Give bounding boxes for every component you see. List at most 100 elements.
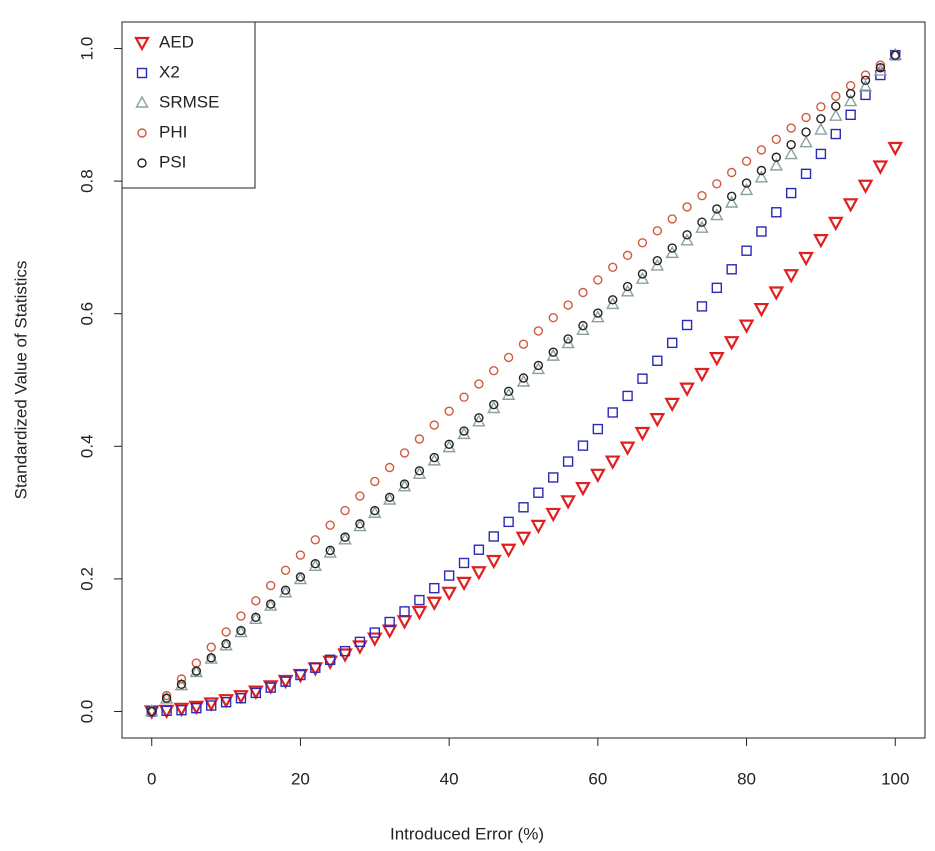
data-point xyxy=(813,234,829,249)
data-point xyxy=(843,94,858,107)
data-point xyxy=(161,690,172,701)
data-point xyxy=(458,557,470,569)
data-point xyxy=(218,694,234,709)
data-point xyxy=(831,91,841,101)
data-point xyxy=(608,262,618,272)
data-point xyxy=(593,308,603,318)
data-point xyxy=(399,479,410,489)
data-point xyxy=(369,627,380,638)
legend-marker xyxy=(135,95,149,108)
data-point xyxy=(530,519,547,535)
data-point xyxy=(236,611,246,621)
data-point xyxy=(426,596,443,612)
data-point xyxy=(723,336,740,351)
data-point xyxy=(370,505,380,516)
data-point xyxy=(771,134,781,145)
data-point xyxy=(816,114,826,124)
data-point xyxy=(414,594,425,606)
data-point xyxy=(368,505,382,518)
data-point xyxy=(771,207,782,218)
data-point xyxy=(682,202,692,212)
legend-label: PSI xyxy=(159,152,186,171)
data-point xyxy=(221,639,231,649)
data-point xyxy=(607,407,618,418)
data-point xyxy=(741,178,752,188)
data-point xyxy=(176,674,187,684)
data-point xyxy=(474,413,484,423)
data-point xyxy=(191,666,202,676)
data-point xyxy=(147,706,157,717)
data-point xyxy=(637,373,648,384)
legend-label: SRMSE xyxy=(159,92,219,111)
data-point xyxy=(667,243,677,253)
data-point xyxy=(831,101,841,111)
data-point xyxy=(161,693,172,703)
data-point xyxy=(783,269,800,284)
data-point xyxy=(872,160,889,175)
x-tick-label: 100 xyxy=(881,769,909,788)
x-tick-label: 20 xyxy=(291,769,310,788)
data-point xyxy=(753,302,770,318)
data-point xyxy=(266,580,276,591)
data-point xyxy=(887,141,904,157)
data-point xyxy=(667,337,678,349)
data-point xyxy=(325,545,335,556)
data-point xyxy=(206,700,217,711)
data-point xyxy=(161,705,172,717)
data-point xyxy=(814,122,828,135)
data-point xyxy=(518,339,529,349)
y-tick-label: 0.0 xyxy=(77,700,96,724)
data-point xyxy=(338,532,352,545)
data-point xyxy=(695,220,709,233)
legend-marker xyxy=(137,128,147,138)
data-point xyxy=(262,680,279,695)
data-point xyxy=(429,420,439,430)
data-point xyxy=(756,165,767,176)
data-point xyxy=(444,439,454,450)
data-point xyxy=(293,572,308,585)
x-tick-label: 40 xyxy=(440,769,459,788)
data-point xyxy=(563,334,573,344)
data-point xyxy=(414,466,425,476)
x-tick-label: 60 xyxy=(588,769,607,788)
data-point xyxy=(204,651,218,664)
data-point xyxy=(473,544,485,555)
data-point xyxy=(518,373,529,383)
data-point xyxy=(474,379,484,389)
data-point xyxy=(515,531,532,547)
data-point xyxy=(679,382,695,397)
data-point xyxy=(280,565,291,575)
data-point xyxy=(622,250,633,261)
data-point xyxy=(726,264,737,275)
legend-marker xyxy=(136,67,148,79)
data-point xyxy=(799,135,813,148)
data-point xyxy=(667,214,677,224)
data-point xyxy=(277,674,294,690)
data-point xyxy=(354,636,366,648)
data-point xyxy=(459,392,469,402)
data-point xyxy=(680,233,694,246)
data-point xyxy=(235,693,247,704)
data-point xyxy=(503,352,514,363)
data-point xyxy=(710,208,724,221)
data-point xyxy=(399,606,410,617)
data-point xyxy=(384,462,395,473)
data-point xyxy=(768,286,785,301)
data-point xyxy=(548,472,559,483)
data-point xyxy=(295,550,306,560)
data-point xyxy=(756,226,767,237)
data-point xyxy=(619,441,636,456)
data-point xyxy=(233,690,249,705)
data-point xyxy=(220,697,232,708)
y-tick-label: 0.2 xyxy=(77,567,96,591)
data-point xyxy=(578,320,588,331)
data-point xyxy=(827,216,844,232)
data-point xyxy=(830,128,841,140)
data-point xyxy=(637,269,648,279)
data-point xyxy=(206,653,216,663)
data-point xyxy=(236,625,246,636)
data-point xyxy=(769,158,783,171)
data-point xyxy=(620,284,635,297)
data-point xyxy=(459,426,469,436)
